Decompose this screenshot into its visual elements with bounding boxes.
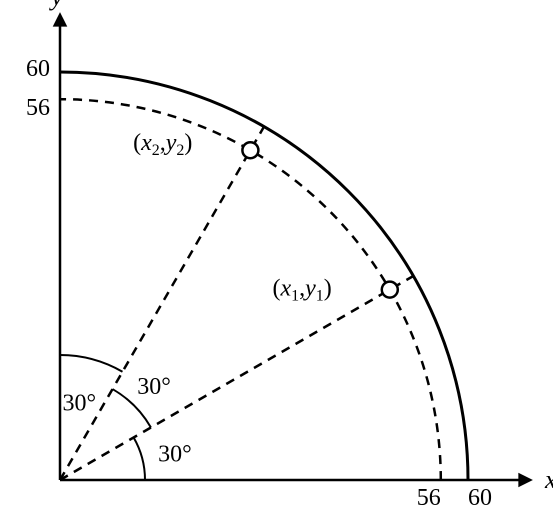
coordinate-diagram: x y 30° 30° 30° (x1,y1) (x2,y2) 56 60 56 60 [0,0,553,523]
y-axis-label: y [48,0,63,11]
outer-arc [60,72,468,480]
x-tick-60: 60 [468,485,492,511]
x-tick-56: 56 [417,485,441,511]
point-label-2: (x2,y2) [133,130,192,159]
angle-arc-2 [60,355,123,372]
point-2 [242,142,258,158]
point-1 [382,282,398,298]
y-tick-60: 60 [26,56,50,82]
radial-line-30 [60,276,413,480]
angle-label-0: 30° [158,441,192,467]
x-axis-label: x [544,465,553,494]
y-tick-56: 56 [26,95,50,121]
radial-line-60 [60,127,264,480]
angle-arc-0 [134,438,145,481]
point-label-1: (x1,y1) [272,276,331,305]
angle-label-2: 30° [63,390,97,416]
angle-label-1: 30° [137,374,171,400]
